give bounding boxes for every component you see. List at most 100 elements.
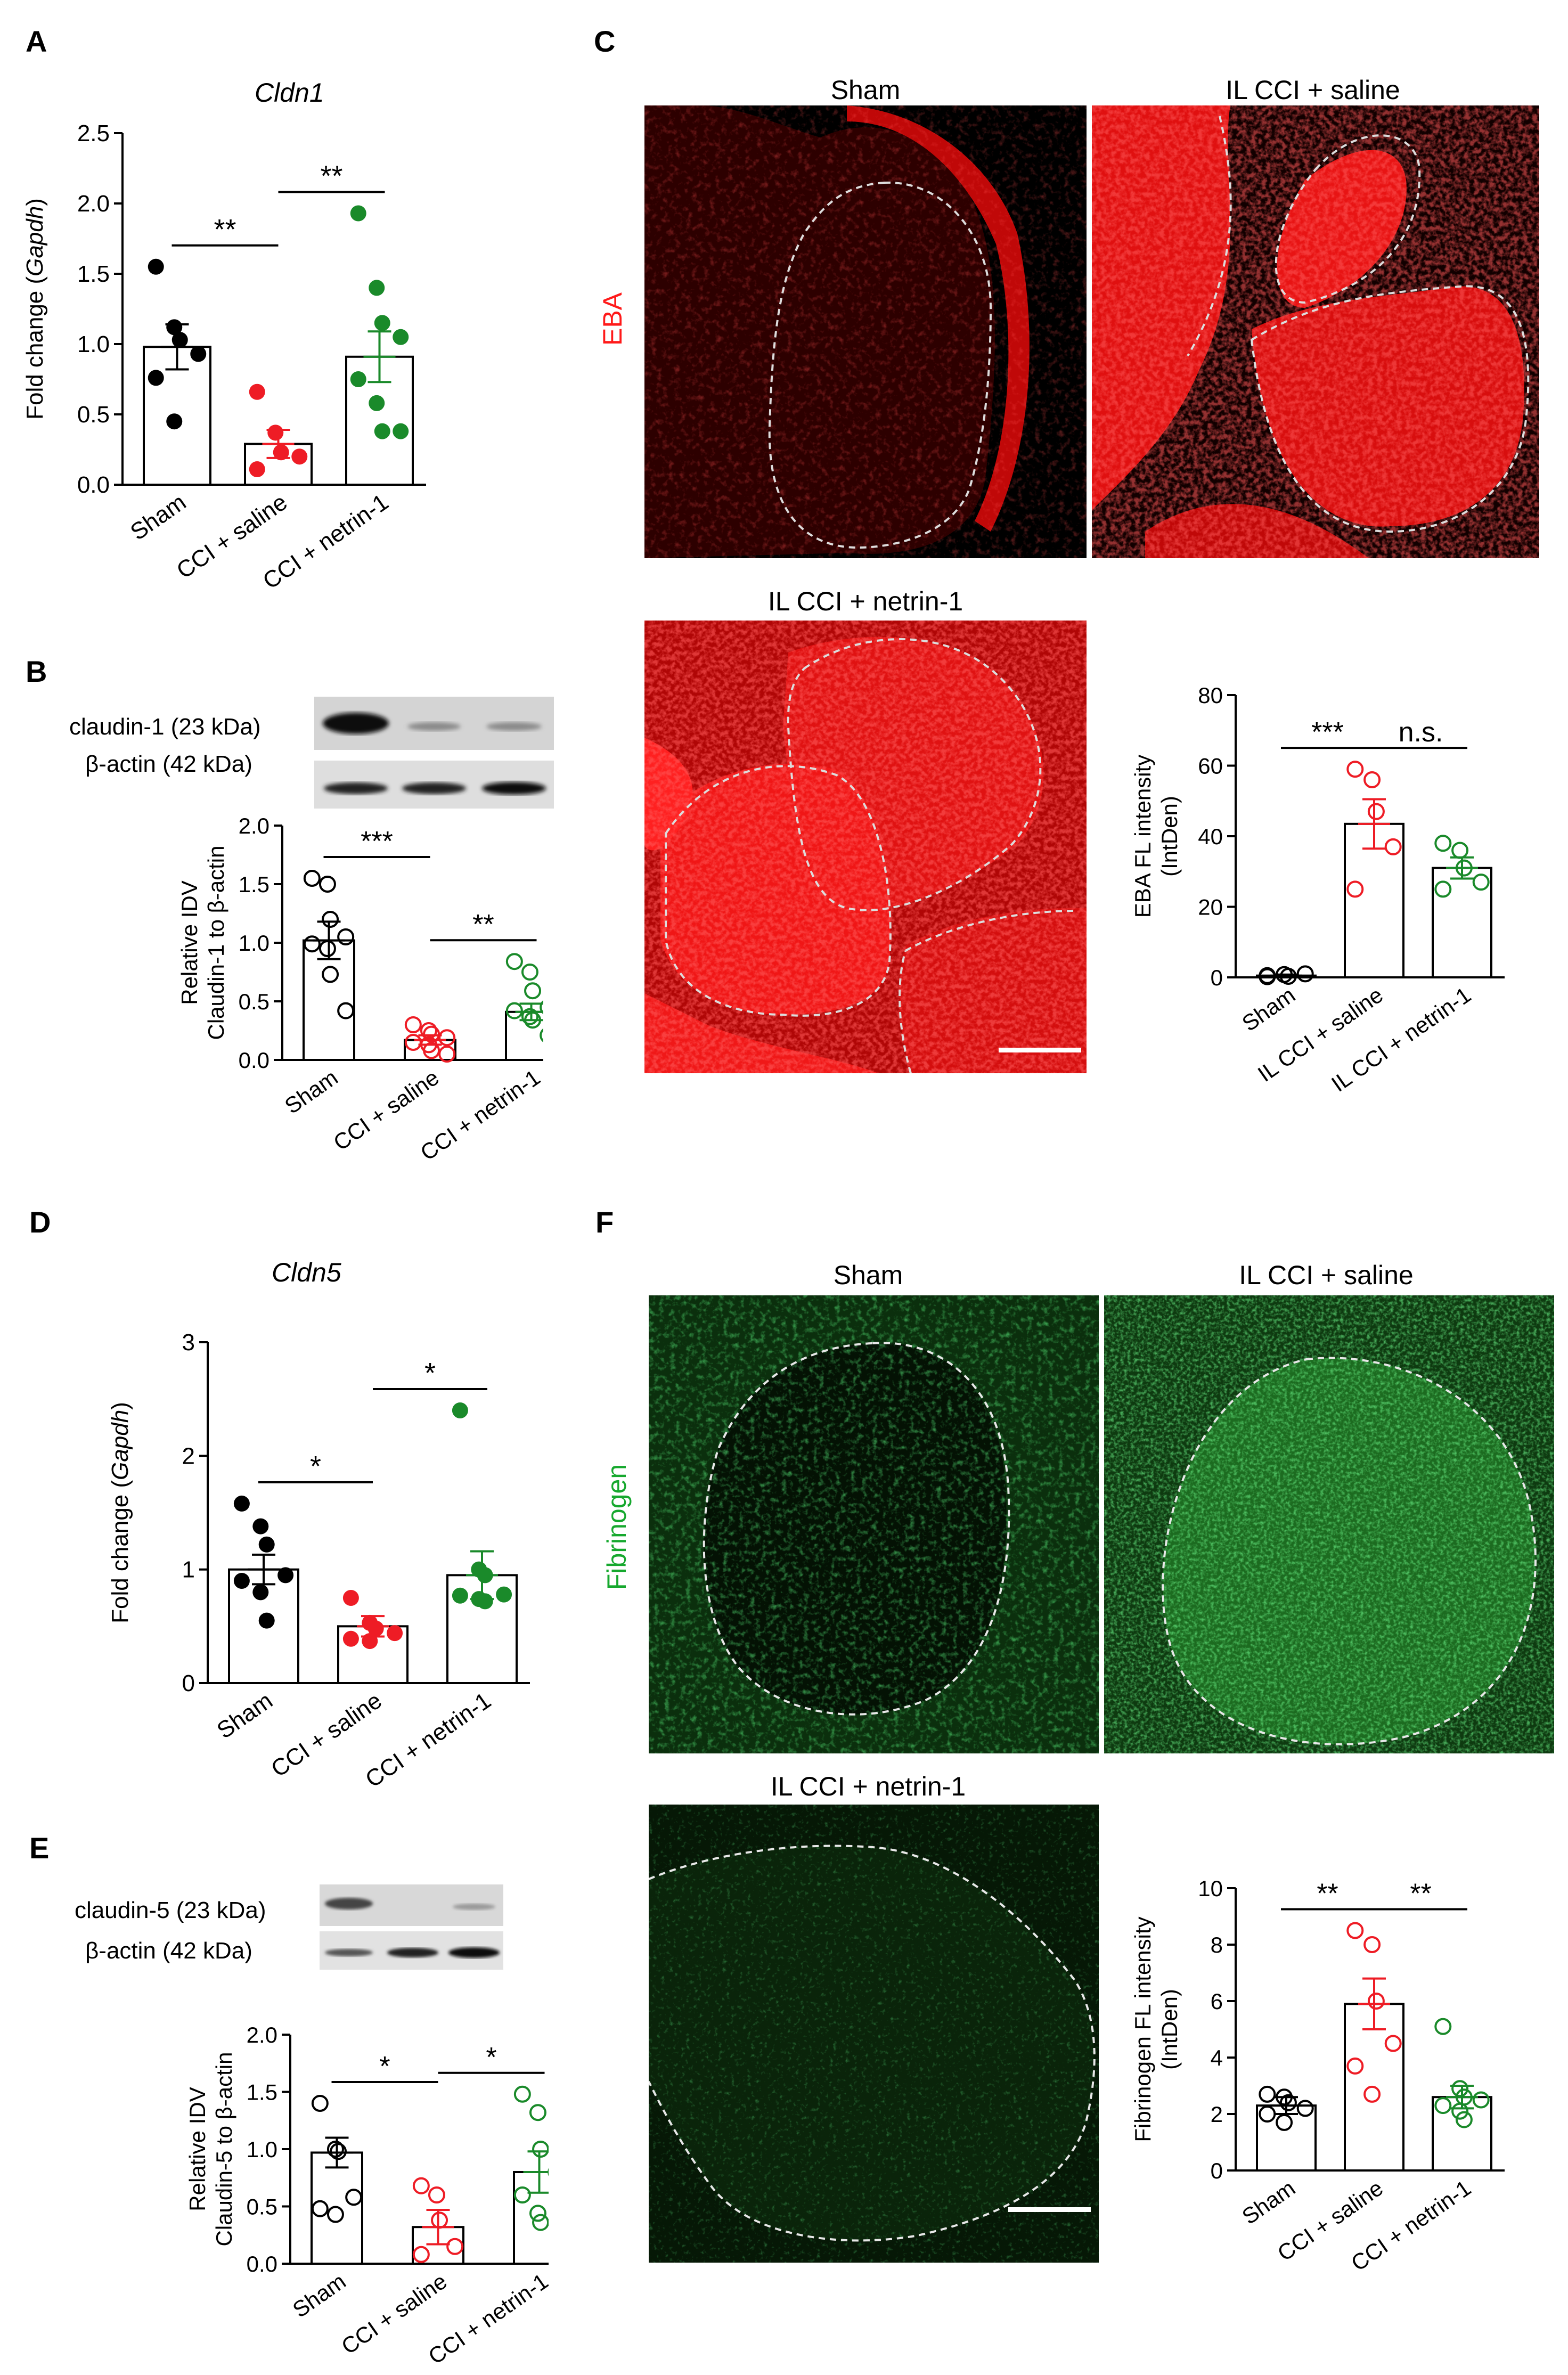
fibrinogen-micrograph-netrin: [649, 1805, 1099, 2263]
blot-label-claudin1: claudin-1 (23 kDa): [69, 714, 261, 740]
data-point: [1259, 2085, 1276, 2103]
gene-title-cldn1: Cldn1: [255, 78, 324, 108]
bar: [303, 939, 355, 1061]
data-point: [438, 1046, 456, 1063]
micrograph-title-c-sham: Sham: [830, 75, 901, 105]
data-point: [393, 329, 409, 345]
data-point: [1279, 968, 1297, 985]
data-point: [252, 1584, 269, 1601]
eba-micrograph-netrin: [644, 621, 1087, 1073]
data-point: [303, 935, 321, 953]
bar: [1432, 867, 1492, 978]
data-point: [326, 2206, 344, 2223]
panel-letter-a: A: [26, 25, 47, 58]
data-point: [233, 1495, 250, 1512]
data-point: [1346, 1922, 1364, 1939]
y-tick-label: 0: [182, 1670, 195, 1696]
data-point: [1363, 2085, 1381, 2103]
data-point: [505, 953, 523, 970]
data-point: [318, 940, 336, 957]
data-point: [369, 280, 385, 296]
blot-label-actin-e: β-actin (42 kDa): [85, 1938, 252, 1964]
y-tick-label: 20: [1198, 895, 1223, 920]
data-point: [524, 1011, 542, 1029]
y-tick-label: 2.0: [77, 191, 110, 217]
y-tick-label: 80: [1198, 683, 1223, 708]
x-tick-label: Sham: [280, 1065, 342, 1119]
bar-chart-claudin5-blot: 0.0 0.5 1.0 1.5 2.0 Relative IDVClaudin-5 to …: [185, 2022, 549, 2369]
significance-label: **: [320, 160, 342, 192]
data-point: [529, 2205, 546, 2222]
y-tick-label: 2.5: [77, 120, 110, 146]
data-point: [258, 1536, 275, 1553]
y-tick-label: 0.0: [77, 472, 110, 498]
data-point: [446, 2238, 464, 2255]
x-tick-label: Sham: [126, 489, 191, 545]
bar-chart-fibrinogen-intensity: 0 2 4 6 8 10 Fibrinogen FL intensity(IntDen) Sh…: [1130, 1876, 1505, 2276]
y-tick-label: 0.5: [247, 2194, 277, 2219]
data-point: [1472, 2091, 1490, 2109]
data-point: [1363, 771, 1381, 788]
data-point: [368, 1620, 384, 1637]
data-point: [412, 2177, 430, 2194]
y-tick-label: 2: [182, 1443, 195, 1469]
data-point: [423, 1025, 440, 1043]
y-axis-label: EBA FL intensity(IntDen): [1130, 755, 1182, 918]
fibrinogen-micrograph-sham: [649, 1295, 1099, 1753]
significance-label: *: [379, 2051, 390, 2082]
y-tick-label: 0.5: [239, 989, 270, 1014]
panel-letter-d: D: [29, 1205, 51, 1239]
data-point: [322, 911, 339, 928]
data-point: [540, 1000, 543, 1015]
y-tick-label: 0.0: [239, 1048, 270, 1073]
data-point: [505, 1002, 523, 1019]
panel-letter-b: B: [26, 655, 47, 688]
data-point: [524, 982, 542, 1000]
data-point: [1455, 859, 1473, 877]
bar-chart-claudin1-blot: 0.0 0.5 1.0 1.5 2.0 Relative IDVClaudin-1 to …: [177, 813, 543, 1165]
data-point: [1296, 965, 1314, 983]
data-point: [1276, 2113, 1293, 2131]
y-tick-label: 1.0: [239, 931, 270, 956]
y-tick-label: 2.0: [247, 2022, 277, 2047]
stain-label-fibrinogen: Fibrinogen: [602, 1464, 632, 1590]
data-point: [521, 964, 538, 981]
data-point: [318, 876, 336, 893]
data-point: [1451, 842, 1469, 859]
data-point: [1434, 2097, 1452, 2115]
data-point: [387, 1625, 403, 1642]
significance-label: *: [424, 1357, 436, 1389]
data-point: [258, 1612, 275, 1629]
data-point: [477, 1593, 493, 1610]
y-tick-label: 1.0: [247, 2137, 277, 2162]
data-point: [337, 928, 355, 945]
y-tick-label: 1.0: [77, 331, 110, 357]
western-blot-b: [314, 697, 554, 809]
data-point: [452, 1587, 468, 1604]
y-tick-label: 6: [1211, 1989, 1223, 2014]
data-point: [1434, 2018, 1452, 2035]
bar-chart-cldn1-qpcr: 0.0 0.5 1.0 1.5 2.0 2.5 Fold change (Gapdh) Sha…: [22, 120, 426, 594]
significance-label: *: [310, 1450, 321, 1482]
scale-bar-c: [999, 1048, 1081, 1052]
y-tick-label: 3: [182, 1329, 195, 1356]
data-point: [249, 383, 265, 400]
bar: [1344, 822, 1404, 978]
data-point: [291, 448, 308, 465]
y-axis-label: Relative IDVClaudin-5 to β-actin: [185, 2052, 236, 2247]
data-point: [311, 2095, 329, 2112]
panel-letter-c: C: [594, 25, 616, 58]
data-point: [1434, 835, 1452, 852]
data-point: [431, 2211, 448, 2229]
data-point: [1367, 803, 1385, 820]
data-point: [1296, 2100, 1314, 2117]
panel-letter-f: F: [595, 1205, 614, 1239]
data-point: [1259, 968, 1276, 985]
data-point: [252, 1518, 269, 1535]
data-point: [1472, 874, 1490, 891]
blot-label-claudin5: claudin-5 (23 kDa): [75, 1897, 266, 1923]
significance-label: ***: [361, 826, 393, 857]
significance-label: **: [1410, 1879, 1431, 1909]
